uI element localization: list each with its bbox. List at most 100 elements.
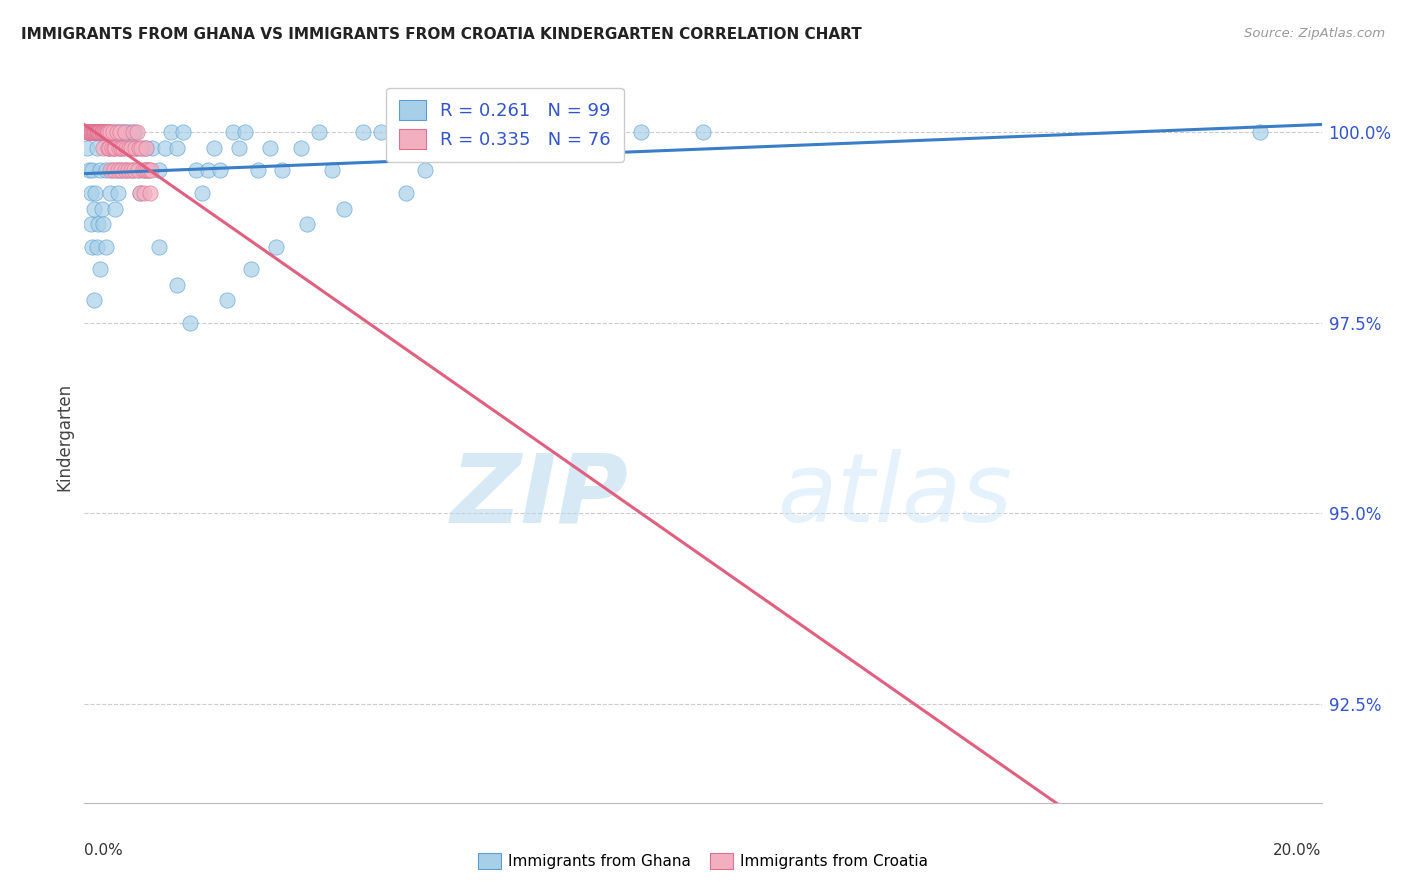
- Point: [79, 125, 101, 139]
- Point: [107, 163, 129, 178]
- Point: [122, 163, 145, 178]
- Point: [321, 163, 343, 178]
- Point: [89, 125, 111, 139]
- Point: [89, 262, 111, 277]
- Point: [134, 163, 156, 178]
- Text: ZIP: ZIP: [451, 449, 628, 542]
- Point: [107, 186, 129, 201]
- Point: [125, 140, 148, 154]
- Text: atlas: atlas: [778, 449, 1012, 542]
- Point: [103, 163, 125, 178]
- Point: [80, 163, 103, 178]
- Point: [129, 140, 152, 154]
- Point: [197, 163, 219, 178]
- Point: [115, 140, 138, 154]
- Point: [98, 125, 121, 139]
- Point: [76, 125, 98, 139]
- Point: [101, 140, 124, 154]
- Point: [86, 239, 108, 253]
- Point: [444, 125, 467, 139]
- Point: [80, 125, 103, 139]
- Point: [110, 125, 132, 139]
- Point: [79, 125, 101, 139]
- Point: [91, 217, 114, 231]
- Point: [83, 125, 105, 139]
- Point: [101, 163, 124, 178]
- Point: [506, 125, 529, 139]
- Point: [87, 125, 110, 139]
- Point: [79, 125, 101, 139]
- Point: [79, 125, 101, 139]
- Point: [121, 125, 143, 139]
- Point: [89, 125, 111, 139]
- Point: [79, 163, 101, 178]
- Point: [87, 125, 110, 139]
- Point: [153, 140, 176, 154]
- Point: [110, 140, 132, 154]
- Point: [138, 163, 160, 178]
- Point: [80, 125, 103, 139]
- Point: [124, 140, 146, 154]
- Point: [105, 125, 128, 139]
- Point: [141, 163, 163, 178]
- Point: [97, 125, 120, 139]
- Point: [84, 125, 107, 139]
- Point: [120, 140, 142, 154]
- Text: 0.0%: 0.0%: [84, 843, 124, 858]
- Point: [117, 163, 139, 178]
- Point: [97, 140, 120, 154]
- Point: [83, 125, 105, 139]
- Point: [94, 125, 117, 139]
- Point: [352, 125, 374, 139]
- Point: [90, 125, 112, 139]
- Point: [79, 125, 101, 139]
- Point: [202, 140, 225, 154]
- Point: [97, 125, 120, 139]
- Point: [290, 140, 312, 154]
- Point: [90, 125, 112, 139]
- Point: [132, 186, 155, 201]
- Point: [308, 125, 330, 139]
- Point: [127, 163, 149, 178]
- Point: [98, 163, 121, 178]
- Point: [172, 125, 194, 139]
- Point: [118, 140, 141, 154]
- Point: [89, 125, 111, 139]
- Point: [108, 140, 131, 154]
- Point: [94, 125, 117, 139]
- Point: [94, 163, 117, 178]
- Point: [128, 163, 150, 178]
- Point: [114, 125, 136, 139]
- Point: [104, 125, 127, 139]
- Point: [110, 163, 132, 178]
- Point: [135, 140, 157, 154]
- Point: [215, 293, 238, 307]
- Point: [87, 125, 110, 139]
- Point: [94, 125, 117, 139]
- Point: [209, 163, 232, 178]
- Point: [132, 163, 155, 178]
- Point: [79, 125, 101, 139]
- Point: [136, 163, 159, 178]
- Point: [129, 186, 152, 201]
- Point: [228, 140, 250, 154]
- Point: [166, 277, 188, 292]
- Text: 20.0%: 20.0%: [1274, 843, 1322, 858]
- Point: [87, 125, 110, 139]
- Point: [630, 125, 652, 139]
- Point: [98, 186, 121, 201]
- Point: [96, 125, 118, 139]
- Point: [233, 125, 256, 139]
- Point: [97, 125, 120, 139]
- Point: [114, 163, 136, 178]
- Point: [80, 125, 103, 139]
- Point: [148, 163, 170, 178]
- Legend: R = 0.261   N = 99, R = 0.335   N = 76: R = 0.261 N = 99, R = 0.335 N = 76: [387, 87, 624, 161]
- Point: [129, 186, 152, 201]
- Point: [84, 125, 107, 139]
- Point: [76, 125, 98, 139]
- Point: [83, 125, 105, 139]
- Point: [91, 125, 114, 139]
- Point: [148, 239, 170, 253]
- Point: [132, 140, 155, 154]
